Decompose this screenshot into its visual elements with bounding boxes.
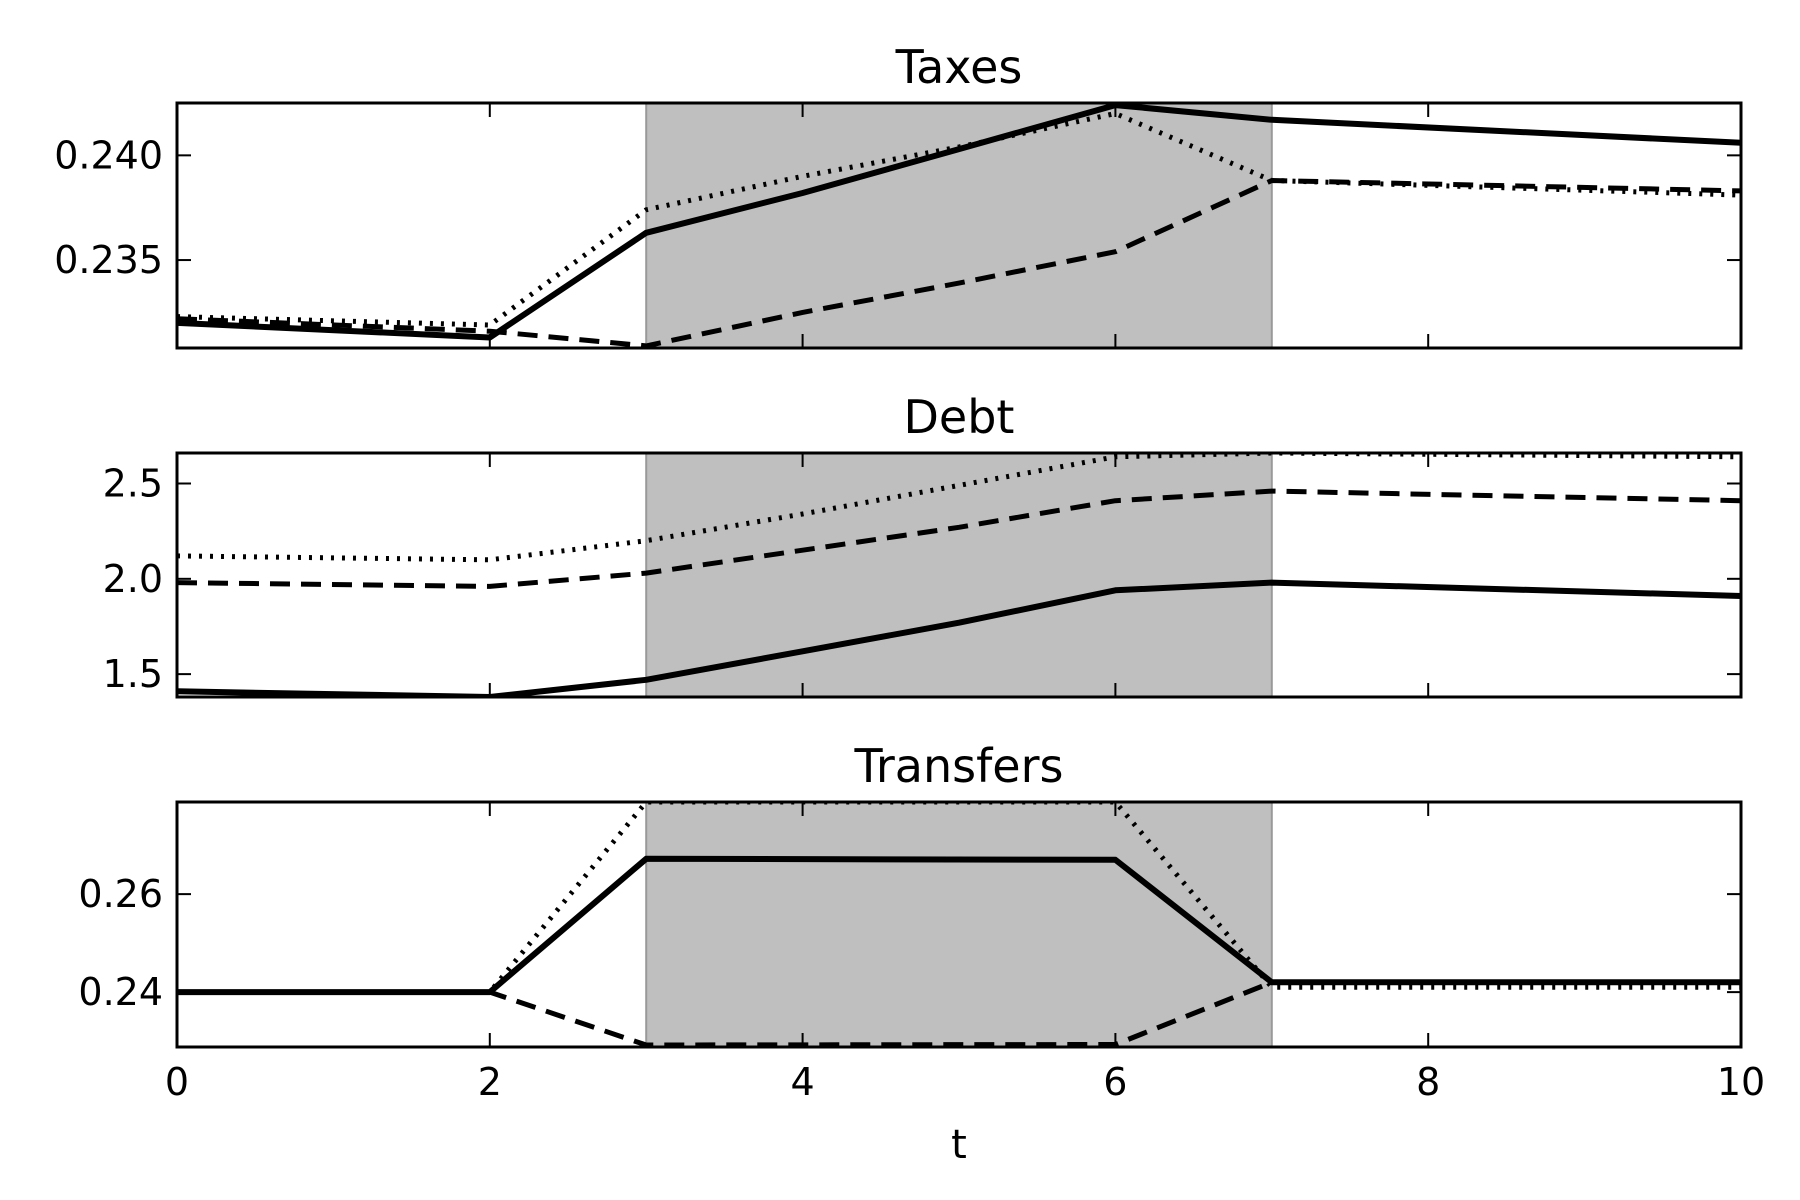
y-tick-label: 1.5 — [103, 652, 163, 696]
y-tick-label: 0.26 — [78, 872, 163, 916]
y-tick-label: 2.0 — [103, 557, 163, 601]
y-tick-label: 0.240 — [54, 133, 163, 177]
series-line-solid — [177, 103, 1741, 341]
y-tick-label: 0.24 — [78, 970, 163, 1014]
y-tick-label: 0.235 — [54, 238, 163, 282]
x-tick-label: 4 — [791, 1060, 815, 1104]
debt-panel: 1.5 2.0 2.5 Debt — [103, 390, 1743, 699]
x-tick-label: 6 — [1103, 1060, 1127, 1104]
series-line-dashed — [177, 979, 1741, 1047]
series-line-solid — [177, 579, 1741, 697]
shaded-region — [646, 802, 1272, 1047]
x-axis-label: t — [951, 1122, 967, 1168]
axes-frame — [175, 800, 1743, 1049]
x-tick-label: 10 — [1717, 1060, 1765, 1104]
panel-title: Transfers — [854, 739, 1064, 793]
axes-frame — [175, 101, 1743, 350]
shaded-region — [646, 103, 1272, 348]
y-tick-label: 2.5 — [103, 462, 163, 506]
transfers-panel: 0 2 4 6 8 10 0.24 0.26 Transfers — [78, 739, 1765, 1104]
shaded-region — [646, 453, 1272, 697]
x-tick-label: 2 — [478, 1060, 502, 1104]
axes-frame — [175, 451, 1743, 699]
x-tick-label: 0 — [165, 1060, 189, 1104]
panel-title: Debt — [904, 390, 1015, 444]
series-line-dashed — [177, 178, 1741, 348]
taxes-panel: 0.235 0.240 Taxes — [54, 40, 1743, 350]
x-tick-label: 8 — [1416, 1060, 1440, 1104]
panel-title: Taxes — [895, 40, 1023, 94]
